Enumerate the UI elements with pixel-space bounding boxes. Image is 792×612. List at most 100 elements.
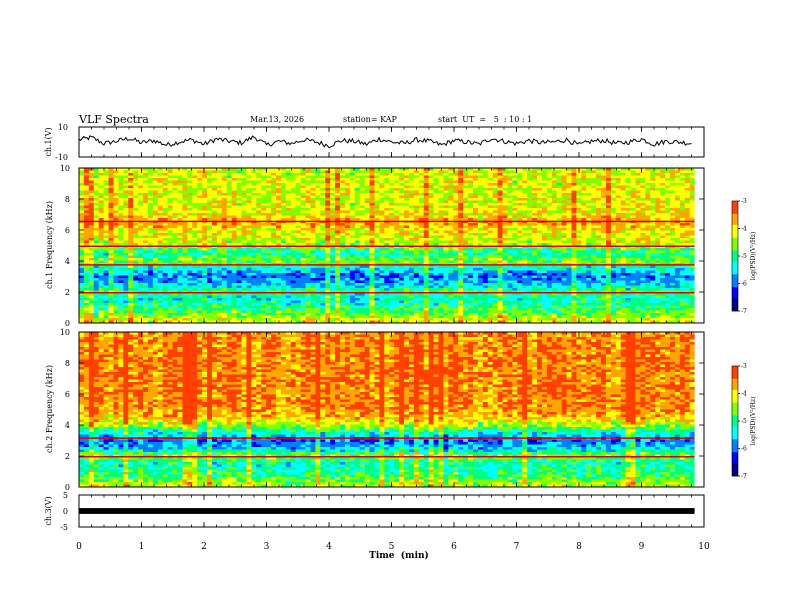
spectrogram-cell: [340, 200, 346, 204]
spectrogram-cell: [256, 235, 262, 239]
spectrogram-cell: [108, 213, 114, 216]
spectrogram-cell: [192, 243, 198, 246]
spectrogram-cell: [266, 250, 272, 254]
spectrogram-cell: [458, 238, 464, 241]
spectrogram-cell: [369, 230, 375, 234]
spectrogram-cell: [413, 310, 420, 314]
spectrogram-cell: [399, 290, 405, 294]
spectrogram-cell: [433, 203, 439, 206]
spectrogram-cell: [152, 295, 159, 299]
spectrogram-cell: [192, 168, 198, 171]
spectrogram-cell: [359, 303, 366, 306]
spectrogram-cell: [79, 253, 85, 256]
spectrogram-cell: [458, 228, 464, 231]
spectrogram-cell: [389, 200, 395, 204]
spectrogram-cell: [305, 288, 311, 291]
spectrogram-cell: [418, 260, 425, 264]
spectrogram-cell: [246, 188, 252, 191]
spectrogram-cell: [364, 213, 370, 216]
spectrogram-cell: [404, 283, 410, 286]
spectrogram-cell: [404, 168, 410, 171]
spectrogram-cell: [413, 250, 420, 254]
spectrogram-cell: [118, 215, 124, 219]
spectrogram-cell: [143, 320, 149, 324]
spectrogram-cell: [79, 298, 85, 301]
spectrogram-cell: [399, 243, 405, 246]
spectrogram-cell: [384, 250, 390, 254]
spectrogram-cell: [113, 310, 119, 314]
spectrogram-cell: [443, 280, 449, 284]
spectrogram-cell: [320, 298, 326, 301]
spectrogram-cell: [226, 168, 233, 171]
spectrogram-cell: [197, 215, 203, 219]
spectrogram-cell: [290, 218, 297, 221]
spectrogram-cell: [221, 203, 228, 206]
spectrogram-cell: [172, 210, 178, 214]
spectrogram-cell: [463, 210, 469, 214]
spectrogram-cell: [389, 230, 395, 234]
spectrogram-cell: [290, 238, 297, 241]
spectrogram-cell: [369, 300, 375, 304]
spectrogram-cell: [187, 280, 193, 284]
spectrogram-cell: [103, 173, 109, 176]
spectrogram-cell: [88, 183, 95, 186]
spectrogram-cell: [330, 253, 336, 256]
spectrogram-cell: [256, 248, 262, 251]
spectrogram-cell: [344, 205, 351, 209]
spectrogram-cell: [246, 280, 252, 284]
spectrogram-cell: [98, 308, 105, 311]
spectrogram-cell: [221, 190, 228, 194]
spectrogram-cell: [197, 258, 203, 261]
spectrogram-cell: [320, 243, 326, 246]
spectrogram-cell: [428, 290, 435, 294]
spectrogram-cell: [379, 293, 385, 296]
spectrogram-cell: [408, 308, 415, 311]
spectrogram-cell: [231, 198, 237, 201]
spectrogram-cell: [369, 288, 375, 291]
spectrogram-cell: [290, 255, 297, 259]
spectrogram-cell: [79, 228, 85, 231]
spectrogram-cell: [236, 183, 242, 186]
spectrogram-cell: [340, 210, 346, 214]
spectrogram-cell: [310, 278, 316, 281]
spectrogram-cell: [344, 293, 351, 296]
spectrogram-cell: [261, 168, 267, 171]
spectrogram-cell: [463, 290, 469, 294]
spectrogram-cell: [157, 303, 164, 306]
spectrogram-cell: [384, 278, 390, 281]
spectrogram-cell: [167, 298, 173, 301]
spectrogram-cell: [182, 218, 188, 221]
spectrogram-cell: [394, 203, 400, 206]
spectrogram-cell: [108, 258, 114, 261]
spectrogram-cell: [152, 228, 159, 231]
spectrogram-cell: [197, 230, 203, 234]
spectrogram-cell: [463, 308, 469, 311]
spectrogram-cell: [177, 210, 183, 214]
spectrogram-cell: [211, 193, 218, 196]
spectrogram-cell: [433, 268, 439, 271]
spectrogram-cell: [207, 305, 213, 309]
spectrogram-cell: [182, 170, 188, 174]
spectrogram-cell: [152, 205, 159, 209]
spectrogram-cell: [468, 185, 474, 189]
spectrogram-cell: [128, 258, 134, 261]
spectrogram-cell: [290, 173, 297, 176]
spectrogram-cell: [280, 170, 287, 174]
spectrogram-cell: [453, 285, 459, 289]
spectrogram-cell: [128, 215, 134, 219]
spectrogram-cell: [276, 318, 282, 321]
spectrogram-cell: [310, 305, 316, 309]
spectrogram-cell: [320, 208, 326, 211]
spectrogram-cell: [182, 248, 188, 251]
spectrogram-cell: [103, 183, 109, 186]
spectrogram-cell: [271, 208, 277, 211]
spectrogram-cell: [236, 203, 242, 206]
spectrogram-cell: [453, 280, 459, 284]
spectrogram-cell: [300, 313, 306, 316]
spectrogram-cell: [113, 295, 119, 299]
spectrogram-cell: [325, 238, 331, 241]
spectrogram-cell: [359, 270, 366, 274]
spectrogram-cell: [340, 310, 346, 314]
spectrogram-cell: [143, 213, 149, 216]
spectrogram-cell: [473, 218, 479, 221]
